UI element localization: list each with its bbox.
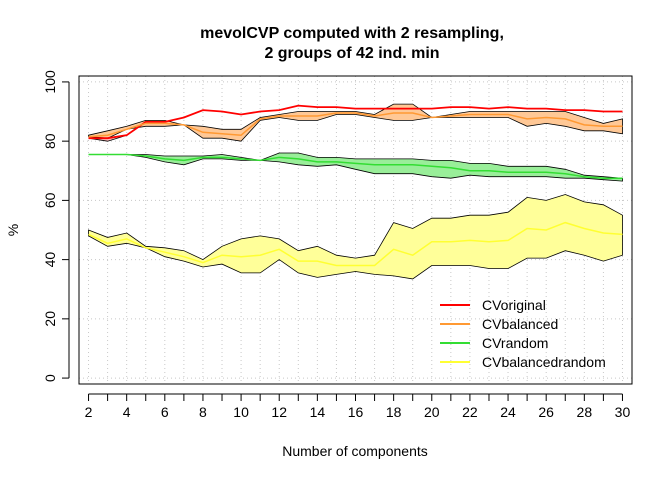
y-axis: 0 20 40 60 80 100 [42,70,70,382]
y-tick-label: 60 [42,192,58,208]
series-line-CVrandom [88,153,623,179]
legend-label-CVoriginal: CVoriginal [482,297,546,313]
x-tick-label: 28 [577,404,593,420]
x-tick-label: 6 [161,404,169,420]
y-tick-label: 100 [42,70,58,94]
band-CVrandom [88,152,623,182]
legend-label-CVbalancedrandom: CVbalancedrandom [482,354,606,370]
x-tick-label: 2 [85,404,93,420]
y-tick-label: 80 [42,133,58,149]
chart-title: mevolCVP computed with 2 resampling, [200,25,504,42]
x-tick-label: 30 [615,404,631,420]
x-tick-label: 14 [310,404,326,420]
legend: CVoriginal CVbalanced CVrandom CVbalancedra… [440,297,606,370]
plot-frame [78,75,633,385]
x-tick-label: 10 [233,404,249,420]
legend-label-CVrandom: CVrandom [482,335,548,351]
x-tick-label: 8 [199,404,207,420]
y-tick-label: 40 [42,252,58,268]
x-tick-label: 4 [123,404,131,420]
x-tick-label: 16 [348,404,364,420]
x-axis: 2 4 6 8 10 12 14 16 18 20 22 24 26 28 30 [85,393,631,420]
x-tick-label: 18 [386,404,402,420]
x-tick-label: 12 [271,404,287,420]
x-tick-label: 24 [500,404,516,420]
x-tick-label: 20 [424,404,440,420]
band-layer [88,103,623,280]
series-line-CVbalancedrandom [88,221,623,267]
band-CVbalancedrandom [88,194,623,280]
band-CVbalanced [88,103,623,142]
x-axis-label: Number of components [282,443,428,459]
series-line-CVbalanced [88,112,623,138]
series-line-CVoriginal [88,104,623,140]
x-tick-label: 26 [538,404,554,420]
y-tick-label: 0 [42,374,58,382]
y-tick-label: 20 [42,311,58,327]
chart-subtitle: 2 groups of 42 ind. min [264,45,439,62]
y-axis-label: % [5,224,21,236]
x-tick-label: 22 [462,404,478,420]
line-layer [88,104,623,267]
legend-label-CVbalanced: CVbalanced [482,316,558,332]
